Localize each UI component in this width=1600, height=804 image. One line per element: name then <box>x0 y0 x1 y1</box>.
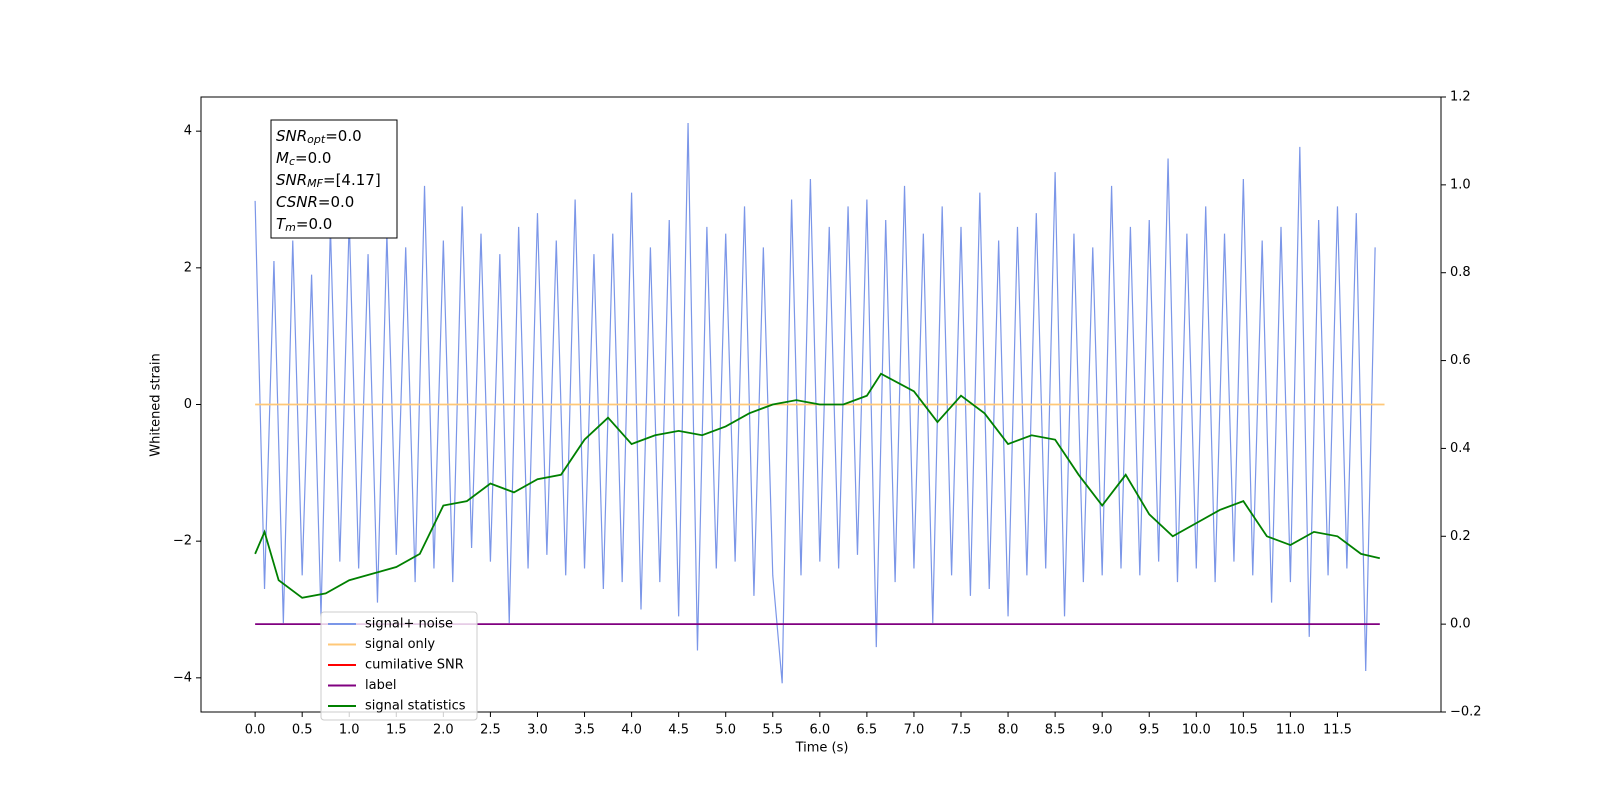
annotation-box: SNRopt=0.0Mc=0.0SNRMF=[4.17]CSNR=0.0Tm=0… <box>270 119 398 239</box>
annotation-value: =[4.17] <box>323 171 381 189</box>
x-tick-label: 11.5 <box>1323 723 1352 738</box>
y2-tick-label: 0.8 <box>1450 265 1471 280</box>
y2-tick-label: 0.6 <box>1450 353 1471 368</box>
y-tick-label: 2 <box>184 260 192 275</box>
annotation-value: =0.0 <box>318 193 354 211</box>
series-line <box>254 372 1381 599</box>
annotation-name: CSNR <box>276 193 318 211</box>
annotation-value: =0.0 <box>325 127 361 145</box>
legend-label: cumilative SNR <box>365 658 464 673</box>
y2-tick-label: 0.0 <box>1450 617 1471 632</box>
annotation-line: SNRopt=0.0 <box>276 127 362 147</box>
y-tick-label: 4 <box>184 124 192 139</box>
legend: signal+ noise signal only cumilative SNR la… <box>320 611 478 721</box>
x-tick-label: 10.0 <box>1182 723 1211 738</box>
x-tick-label: 2.5 <box>480 723 501 738</box>
x-tick-label: 3.0 <box>527 723 548 738</box>
x-tick-label: 2.0 <box>433 723 454 738</box>
annotation-subscript: c <box>289 155 295 168</box>
annotation-value: =0.0 <box>296 215 332 233</box>
legend-label: label <box>365 678 396 693</box>
y2-tick-label: −0.2 <box>1450 705 1482 720</box>
x-tick-label: 3.5 <box>574 723 595 738</box>
annotation-subscript: opt <box>307 133 326 146</box>
x-tick-label: 4.0 <box>621 723 642 738</box>
y-axis-label: Whitened strain <box>149 353 164 456</box>
x-tick-label: 5.0 <box>715 723 736 738</box>
x-tick-label: 8.0 <box>998 723 1019 738</box>
y-tick-label: −4 <box>173 670 192 685</box>
x-tick-label: 1.5 <box>386 723 407 738</box>
annotation-subscript: m <box>285 221 296 234</box>
legend-frame <box>320 611 478 721</box>
x-tick-label: 6.5 <box>857 723 878 738</box>
annotation-line: CSNR=0.0 <box>276 193 354 211</box>
annotation-name: M <box>276 149 289 167</box>
annotation-subscript: MF <box>307 177 323 190</box>
x-axis-label: Time (s) <box>795 741 849 756</box>
y2-tick-label: 1.2 <box>1450 90 1471 105</box>
annotation-line: Mc=0.0 <box>276 149 331 169</box>
series-line <box>254 122 1376 684</box>
x-tick-label: 9.0 <box>1092 723 1113 738</box>
y2-tick-label: 0.4 <box>1450 441 1471 456</box>
annotation-value: =0.0 <box>295 149 331 167</box>
x-tick-label: 1.0 <box>339 723 360 738</box>
legend-label: signal+ noise <box>365 617 453 632</box>
x-tick-label: 9.5 <box>1139 723 1160 738</box>
annotation-name: SNR <box>276 127 307 145</box>
legend-label: signal statistics <box>365 699 466 714</box>
legend-label: signal only <box>365 637 435 652</box>
x-tick-label: 6.0 <box>809 723 830 738</box>
y-tick-label: −2 <box>173 534 192 549</box>
y2-tick-label: 1.0 <box>1450 177 1471 192</box>
x-tick-label: 7.5 <box>951 723 972 738</box>
x-tick-label: 0.5 <box>292 723 313 738</box>
x-tick-label: 8.5 <box>1045 723 1066 738</box>
x-tick-label: 4.5 <box>668 723 689 738</box>
y-tick-label: 0 <box>184 397 192 412</box>
axes-frame <box>200 96 1442 713</box>
x-tick-label: 11.0 <box>1276 723 1305 738</box>
annotation-line: Tm=0.0 <box>276 215 332 235</box>
y2-tick-label: 0.2 <box>1450 529 1471 544</box>
x-tick-label: 7.0 <box>904 723 925 738</box>
x-tick-label: 10.5 <box>1229 723 1258 738</box>
annotation-line: SNRMF=[4.17] <box>276 171 381 191</box>
annotation-name: SNR <box>276 171 307 189</box>
annotation-name: T <box>276 215 287 233</box>
x-tick-label: 0.0 <box>245 723 266 738</box>
x-tick-label: 5.5 <box>762 723 783 738</box>
annotation-frame <box>270 119 398 239</box>
